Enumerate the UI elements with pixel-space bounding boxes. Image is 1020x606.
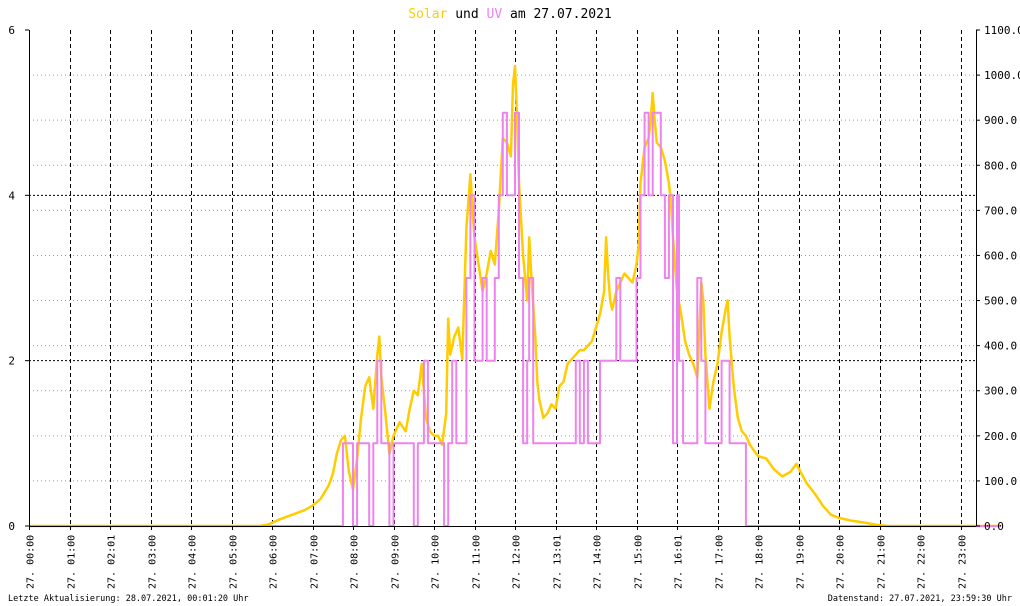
- left-tick-label: 2: [8, 355, 15, 368]
- right-tick-label: 1000.0: [984, 69, 1020, 82]
- right-tick-label: 900.0: [984, 114, 1017, 127]
- right-tick-label: 400.0: [984, 340, 1017, 353]
- x-tick-label: 27. 10:00: [431, 535, 442, 589]
- right-tick-label: 500.0: [984, 295, 1017, 308]
- right-tick-label: 600.0: [984, 249, 1017, 262]
- title-date: am 27.07.2021: [502, 7, 612, 22]
- right-tick-label: 700.0: [984, 204, 1017, 217]
- x-tick-label: 27. 16:01: [674, 535, 685, 589]
- right-tick-label: 200.0: [984, 430, 1017, 443]
- x-tick-label: 27. 12:00: [512, 535, 523, 589]
- x-tick-label: 27. 14:00: [593, 535, 604, 589]
- x-tick-label: 27. 06:00: [269, 535, 280, 589]
- right-tick-label: 800.0: [984, 159, 1017, 172]
- x-tick-label: 27. 07:00: [310, 535, 321, 589]
- x-tick-label: 27. 13:01: [553, 535, 564, 589]
- x-tick-label: 27. 03:00: [148, 535, 159, 589]
- left-tick-label: 6: [8, 24, 15, 37]
- x-tick-label: 27. 15:00: [634, 535, 645, 589]
- left-tick-label: 0: [8, 520, 15, 533]
- x-tick-label: 27. 08:00: [350, 535, 361, 589]
- left-axis-ticks: 0 2 4 6: [8, 24, 15, 533]
- uv-index-line: [29, 111, 1001, 527]
- x-tick-label: 27. 17:00: [715, 535, 726, 589]
- x-tick-label: 27. 09:00: [391, 535, 402, 589]
- x-tick-label: 27. 04:00: [188, 535, 199, 589]
- title-uv: UV: [487, 7, 503, 22]
- grid: [29, 30, 976, 526]
- right-tick-label: 300.0: [984, 385, 1017, 398]
- footer-data-status: Datenstand: 27.07.2021, 23:59:30 Uhr: [828, 594, 1012, 604]
- solar-radiation-line: [29, 64, 1001, 528]
- axes: [25, 29, 980, 530]
- x-tick-label: 27. 05:00: [229, 535, 240, 589]
- x-tick-label: 27. 11:00: [472, 535, 483, 589]
- x-tick-label: 27. 20:00: [836, 535, 847, 589]
- x-tick-label: 27. 00:00: [26, 535, 37, 589]
- x-tick-label: 27. 19:00: [796, 535, 807, 589]
- x-tick-label: 27. 22:00: [917, 535, 928, 589]
- x-tick-label: 27. 18:00: [755, 535, 766, 589]
- x-tick-label: 27. 23:00: [958, 535, 969, 589]
- right-tick-label: 0.0: [984, 520, 1004, 533]
- title-und: und: [447, 7, 486, 22]
- left-tick-label: 4: [8, 189, 15, 202]
- right-tick-label: 1100.0: [984, 24, 1020, 37]
- x-tick-label: 27. 02:01: [107, 535, 118, 589]
- chart-title: Solar und UV am 27.07.2021: [408, 7, 612, 22]
- footer-last-update: Letzte Aktualisierung: 28.07.2021, 00:01…: [8, 594, 249, 604]
- title-solar: Solar: [408, 7, 447, 22]
- x-tick-label: 27. 21:00: [877, 535, 888, 589]
- x-axis-ticks: 27. 00:00 27. 01:00 27. 02:01 27. 03:00 27. …: [26, 535, 969, 589]
- x-tick-label: 27. 01:00: [67, 535, 78, 589]
- series-layer: [29, 64, 1001, 528]
- right-tick-label: 100.0: [984, 475, 1017, 488]
- right-axis-ticks: 0.0 100.0 200.0 300.0 400.0 500.0 600.0 700.0 80…: [984, 24, 1020, 533]
